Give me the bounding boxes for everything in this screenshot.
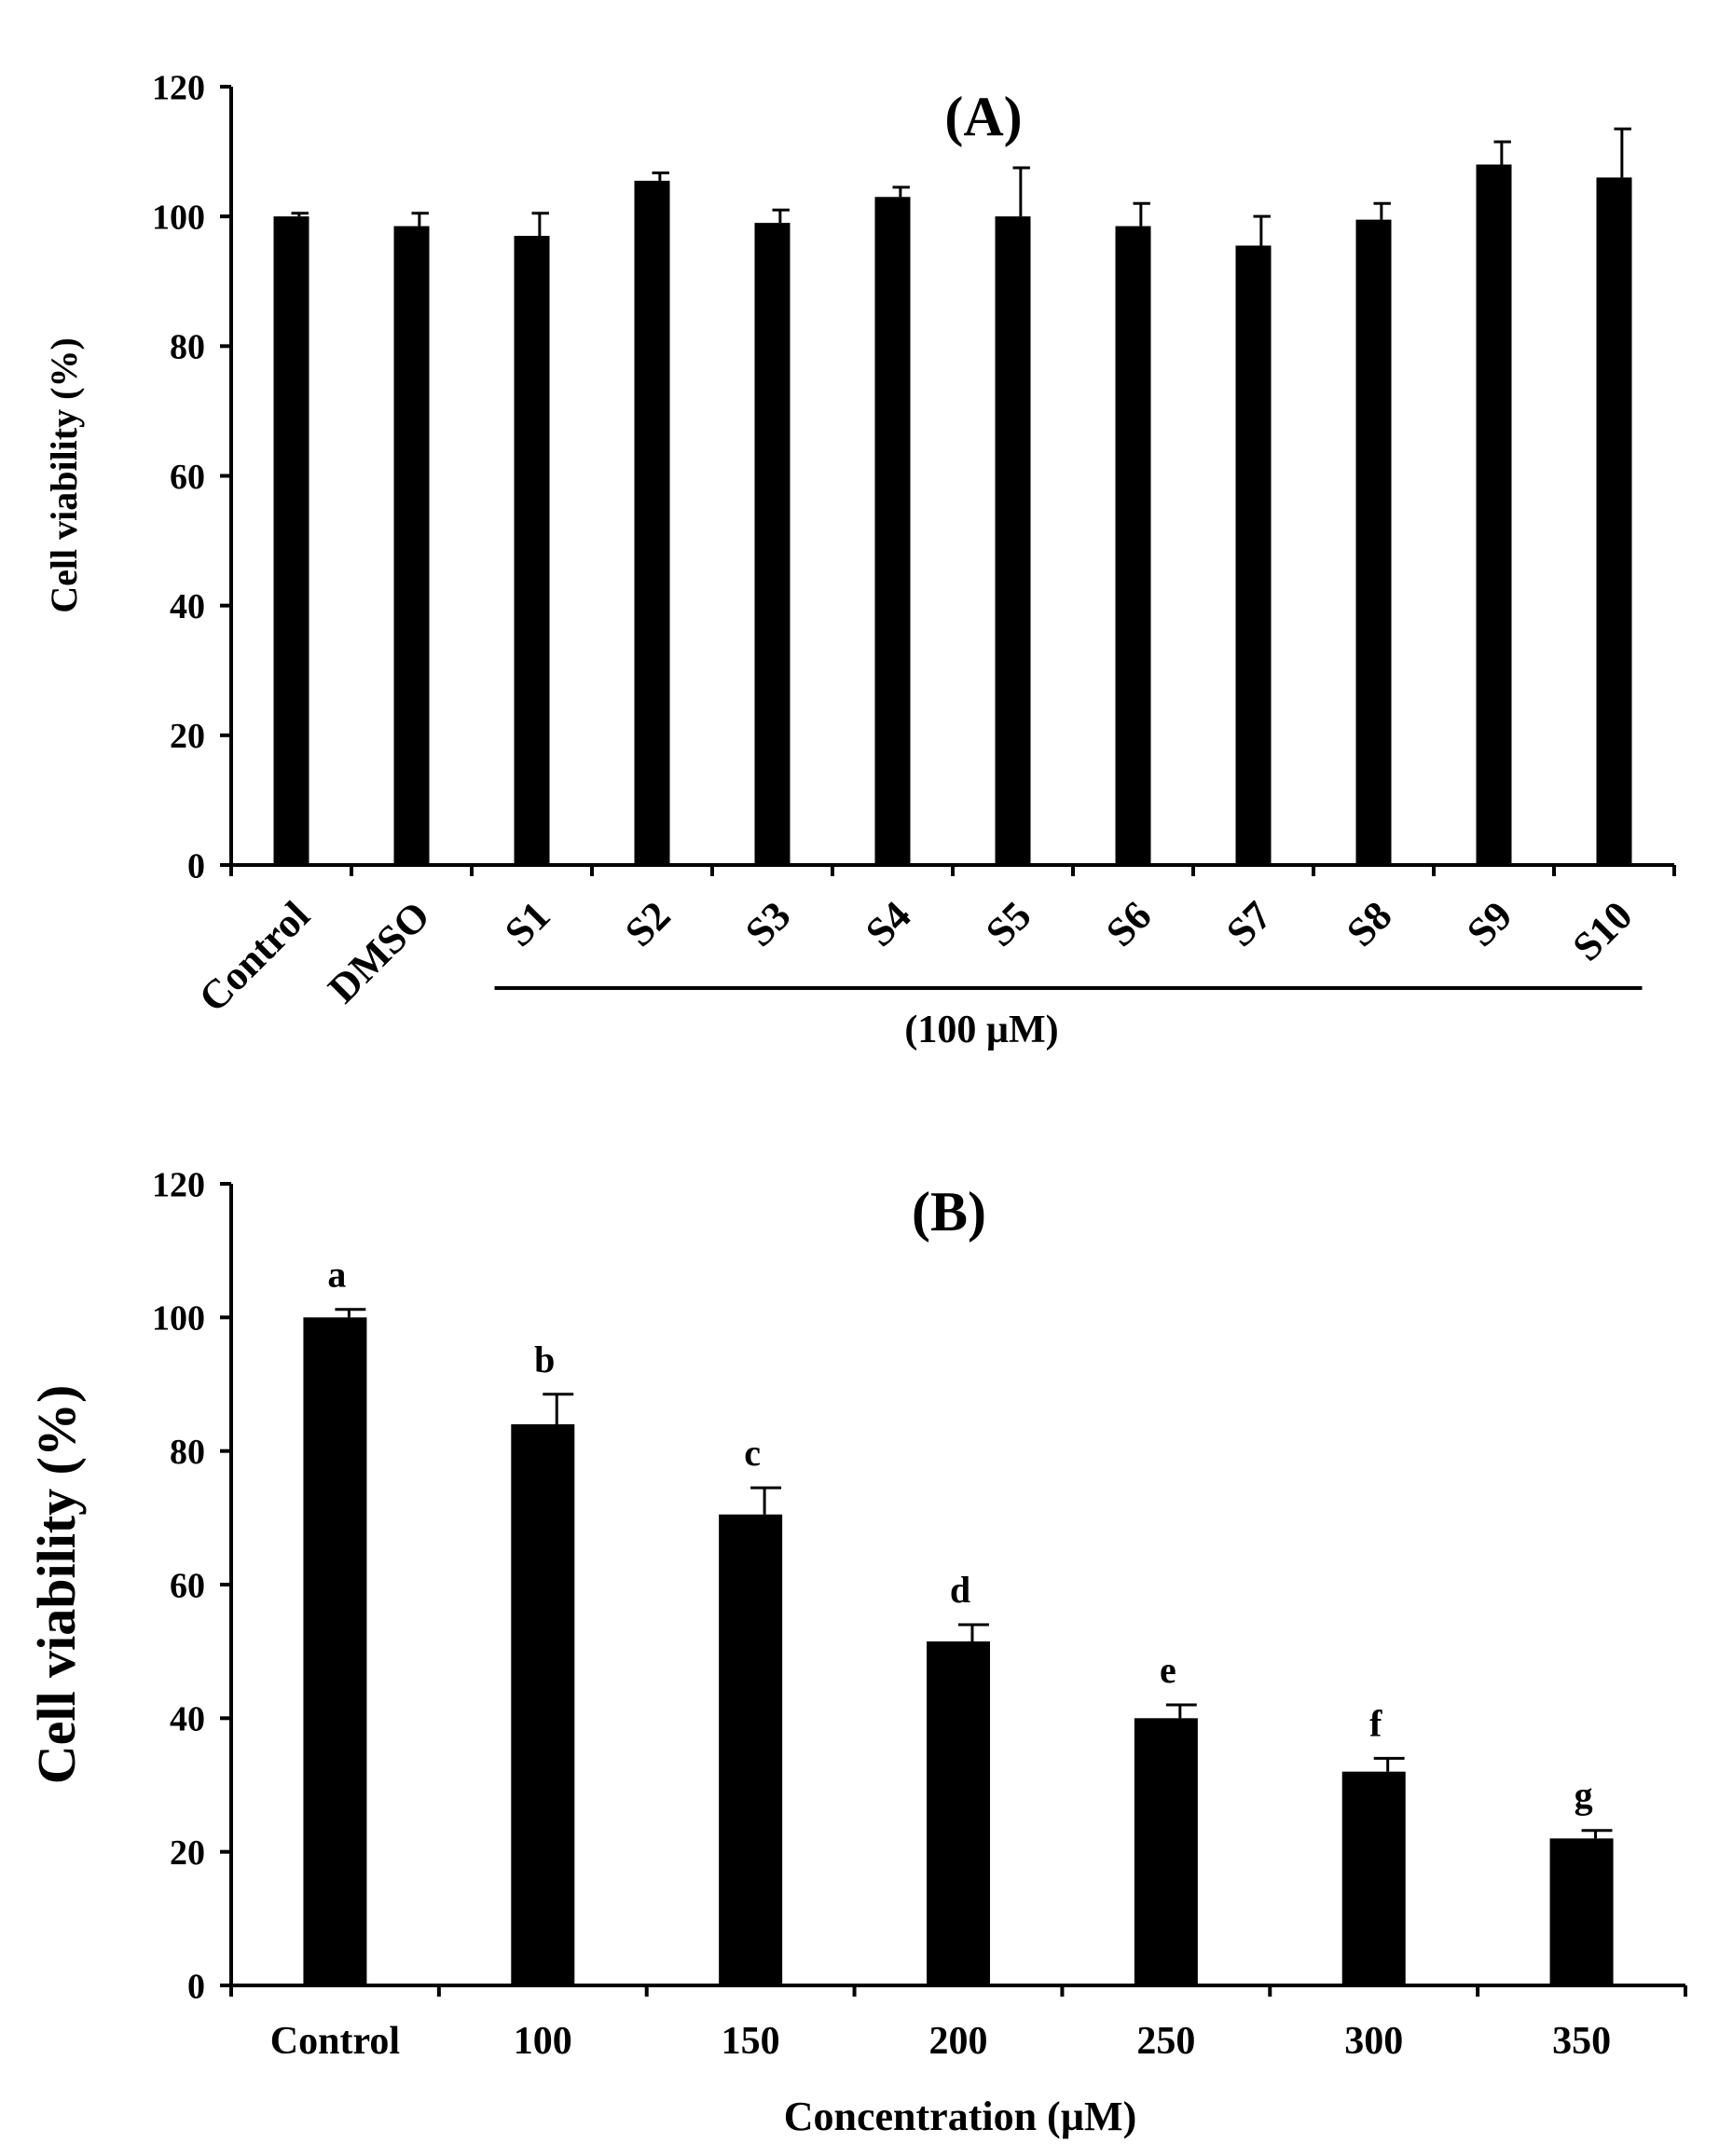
chart-a-bar — [1115, 226, 1151, 865]
chart-b-bar — [1134, 1718, 1198, 1985]
chart-a-y-tick-label: 0 — [187, 846, 205, 886]
chart-b-y-tick-label: 0 — [187, 1967, 205, 2006]
chart-b-bar — [511, 1424, 575, 1985]
chart-a-y-tick-label: 40 — [170, 587, 205, 626]
chart-b-category-label: 350 — [1552, 2020, 1611, 2063]
chart-b-category-label: Control — [270, 2020, 400, 2063]
chart-a-bar — [1235, 245, 1272, 866]
chart-a-bar — [514, 236, 550, 865]
chart-a-bar — [754, 223, 791, 865]
chart-b-category-label: 100 — [514, 2020, 572, 2063]
chart-b-category-label: 200 — [929, 2020, 988, 2063]
chart-a-bar — [1355, 219, 1392, 866]
chart-b-bar — [303, 1317, 367, 1985]
chart-b-significance-letter: c — [744, 1432, 761, 1474]
chart-b-bar — [1549, 1838, 1614, 1985]
chart-b-significance-letter: g — [1575, 1775, 1593, 1817]
chart-b-significance-letter: a — [327, 1254, 346, 1296]
chart-a-category-label: S8 — [1338, 892, 1401, 955]
chart-b-bar — [719, 1514, 783, 1985]
chart-a-bar — [634, 180, 670, 866]
chart-b-category-label: 300 — [1344, 2020, 1403, 2063]
chart-a-category-label: S1 — [496, 892, 559, 955]
chart-b-x-axis-label: Concentration (µM) — [784, 2094, 1137, 2139]
chart-a-y-tick-label: 80 — [170, 328, 205, 367]
chart-b-significance-letter: d — [950, 1569, 970, 1611]
chart-b-y-tick-label: 120 — [152, 1165, 205, 1204]
chart-a-bar — [1476, 164, 1512, 865]
chart-a-bar — [393, 226, 430, 865]
chart-b-y-tick-label: 100 — [152, 1299, 205, 1339]
chart-b-category-label: 150 — [722, 2020, 780, 2063]
chart-b-y-axis-label: Cell viability (%) — [26, 1385, 87, 1785]
chart-a-y-tick-label: 20 — [170, 717, 205, 756]
chart-b-significance-letter: b — [534, 1339, 555, 1380]
chart-a-category-label: S10 — [1563, 892, 1641, 969]
chart-a-category-label: S9 — [1458, 892, 1521, 955]
chart-a-bar — [995, 216, 1031, 865]
chart-b-category-label: 250 — [1136, 2020, 1195, 2063]
chart-a-y-tick-label: 60 — [170, 458, 205, 497]
chart-a-group-label: (100 µM) — [904, 1009, 1058, 1051]
chart-a-category-label: S3 — [736, 892, 800, 955]
chart-a-bar — [1596, 177, 1632, 865]
chart-a-category-label: S4 — [857, 892, 920, 955]
chart-b-bar — [927, 1641, 990, 1985]
chart-b-y-tick-label: 40 — [170, 1700, 205, 1739]
chart-a-bar — [874, 197, 911, 865]
chart-a-y-tick-label: 100 — [152, 198, 205, 237]
chart-b-y-tick-label: 20 — [170, 1833, 205, 1873]
chart-a-y-axis-label: Cell viability (%) — [43, 337, 85, 613]
chart-a-category-label: S6 — [1097, 892, 1161, 955]
chart-a-category-label: DMSO — [320, 892, 439, 1011]
chart-a-category-label: Control — [190, 892, 319, 1021]
chart-a-bar — [273, 216, 309, 865]
chart-a-title: (A) — [944, 86, 1022, 147]
chart-a-category-label: S7 — [1217, 892, 1281, 955]
chart-b-y-tick-label: 60 — [170, 1566, 205, 1605]
chart-b-title: (B) — [912, 1181, 986, 1243]
chart-a-category-label: S2 — [616, 892, 680, 955]
chart-a-category-label: S5 — [977, 892, 1040, 955]
chart-a-y-tick-label: 120 — [152, 68, 205, 107]
chart-b-bar — [1341, 1771, 1406, 1985]
chart-b-significance-letter: e — [1160, 1649, 1176, 1691]
chart-b-significance-letter: f — [1369, 1702, 1382, 1744]
chart-b-y-tick-label: 80 — [170, 1433, 205, 1472]
